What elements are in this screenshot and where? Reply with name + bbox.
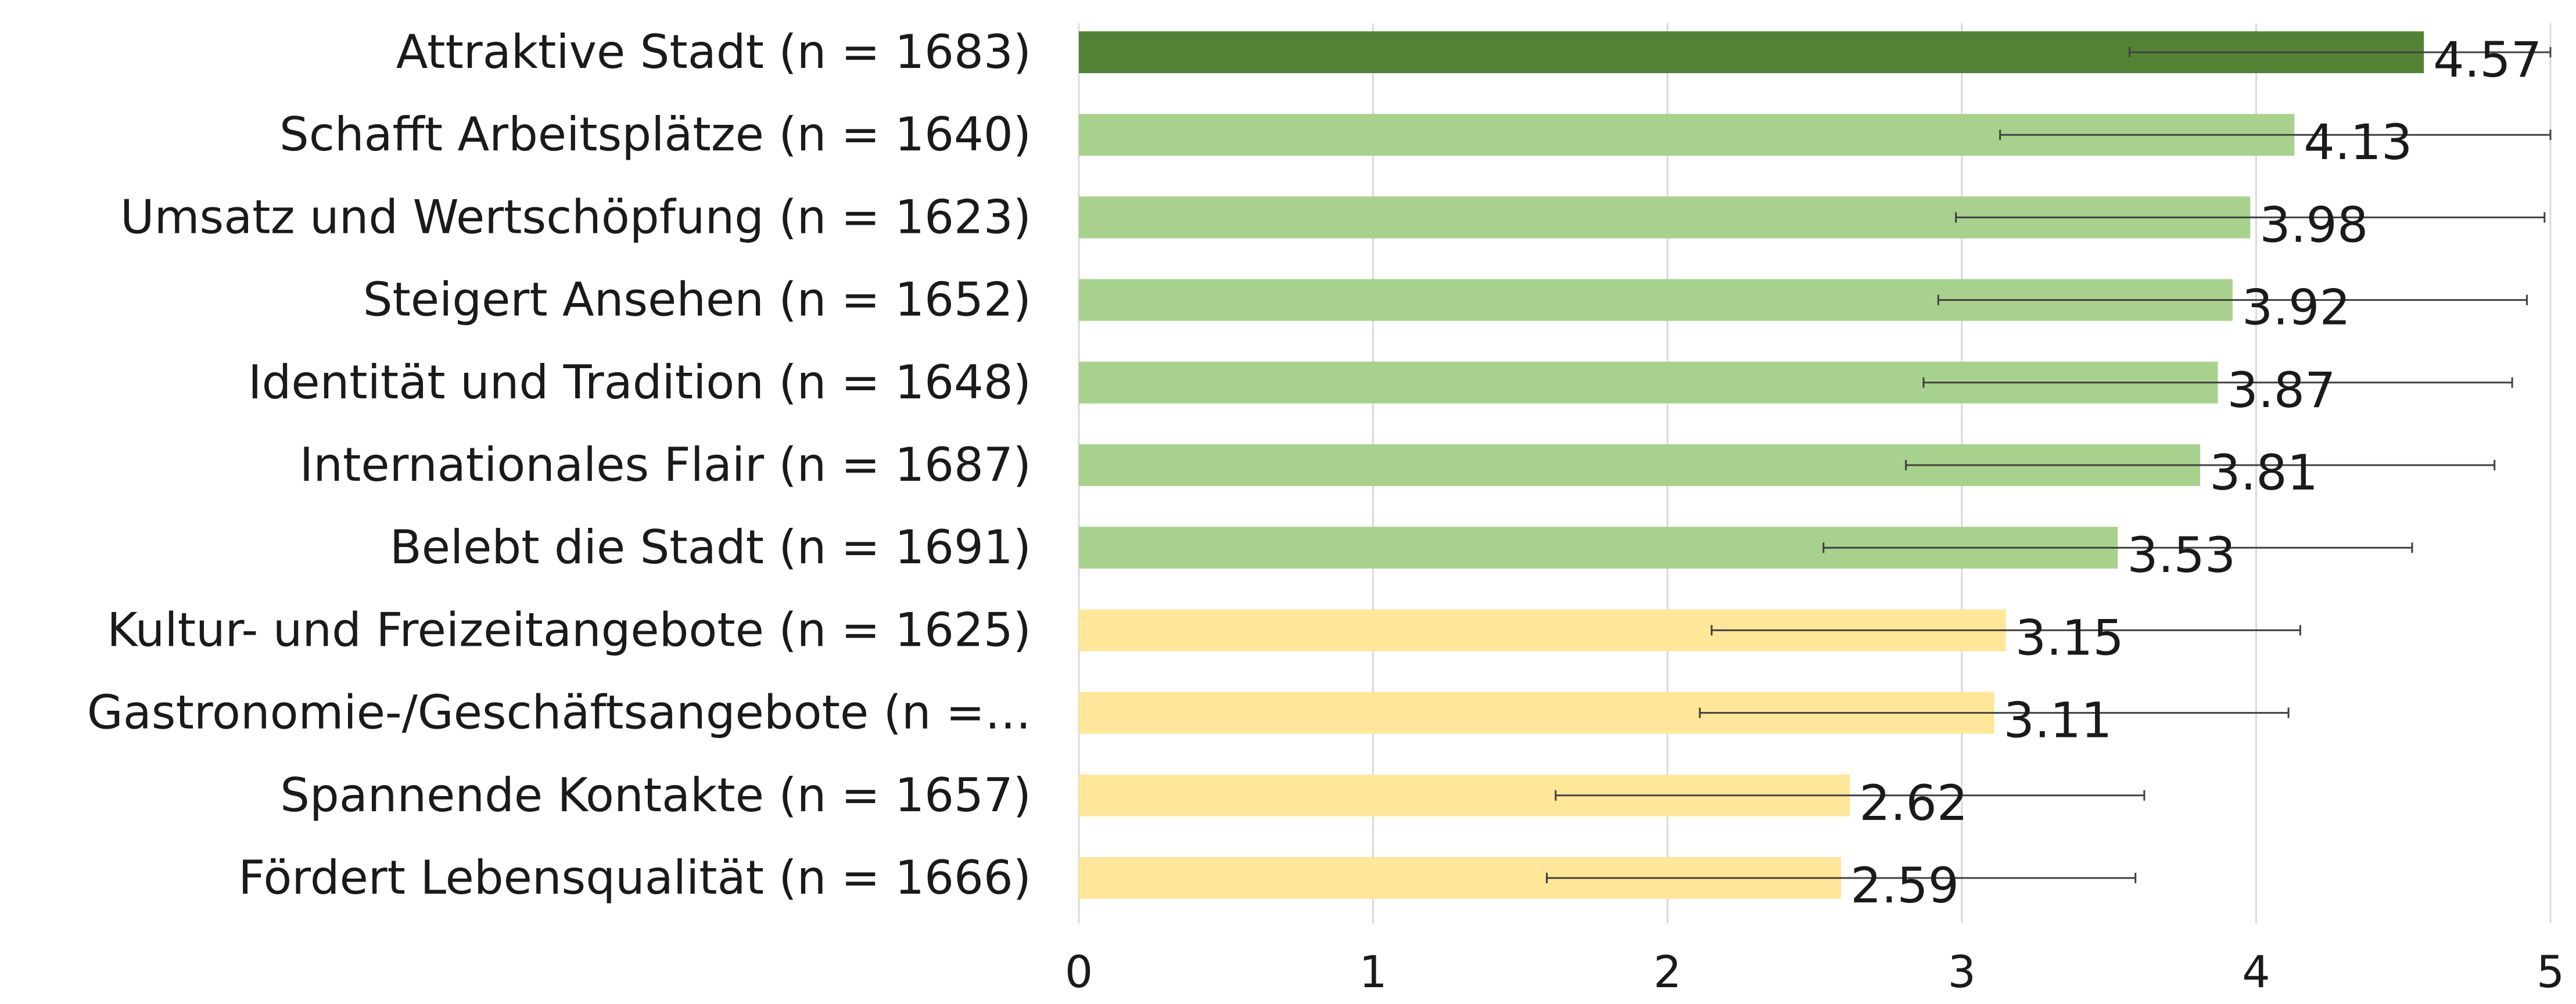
category-label: Attraktive Stadt (n = 1683) xyxy=(396,25,1031,79)
category-label: Spannende Kontakte (n = 1657) xyxy=(280,768,1031,822)
category-label: Kultur- und Freizeitangebote (n = 1625) xyxy=(107,603,1031,657)
value-label: 4.13 xyxy=(2304,114,2412,171)
category-label: Belebt die Stadt (n = 1691) xyxy=(390,520,1031,574)
category-label: Steigert Ansehen (n = 1652) xyxy=(363,273,1031,327)
category-label: Internationales Flair (n = 1687) xyxy=(300,438,1031,492)
x-tick-label: 3 xyxy=(1948,946,1976,998)
x-tick-label: 4 xyxy=(2242,946,2270,998)
x-axis-ticks: 0 1 2 3 4 5 xyxy=(1065,946,2564,998)
value-label: 3.15 xyxy=(2015,609,2124,666)
x-tick-label: 0 xyxy=(1065,946,1093,998)
value-label: 3.53 xyxy=(2127,527,2236,584)
category-label: Fördert Lebensqualität (n = 1666) xyxy=(238,851,1031,905)
value-label: 4.57 xyxy=(2433,31,2542,88)
category-label: Gastronomie-/Geschäftsangebote (n =… xyxy=(87,686,1031,740)
value-label: 2.59 xyxy=(1850,857,1959,914)
category-label: Umsatz und Wertschöpfung (n = 1623) xyxy=(120,190,1031,244)
category-labels: Attraktive Stadt (n = 1683) Schafft Arbei… xyxy=(87,25,1031,905)
value-label: 3.11 xyxy=(2004,692,2112,749)
x-tick-label: 2 xyxy=(1653,946,1681,998)
x-tick-label: 5 xyxy=(2536,946,2564,998)
category-label: Schafft Arbeitsplätze (n = 1640) xyxy=(279,107,1031,161)
category-label: Identität und Tradition (n = 1648) xyxy=(248,355,1031,409)
value-label: 3.81 xyxy=(2209,444,2318,501)
value-label: 2.62 xyxy=(1859,775,1968,832)
error-bars xyxy=(1545,47,2552,883)
value-label: 3.92 xyxy=(2242,279,2351,336)
x-tick-label: 1 xyxy=(1359,946,1387,998)
value-label: 3.98 xyxy=(2259,196,2368,253)
value-labels: 4.57 4.13 3.98 3.92 3.87 3.81 3.533.15 3.11 2.62… xyxy=(1850,31,2542,914)
value-label: 3.87 xyxy=(2227,362,2336,419)
